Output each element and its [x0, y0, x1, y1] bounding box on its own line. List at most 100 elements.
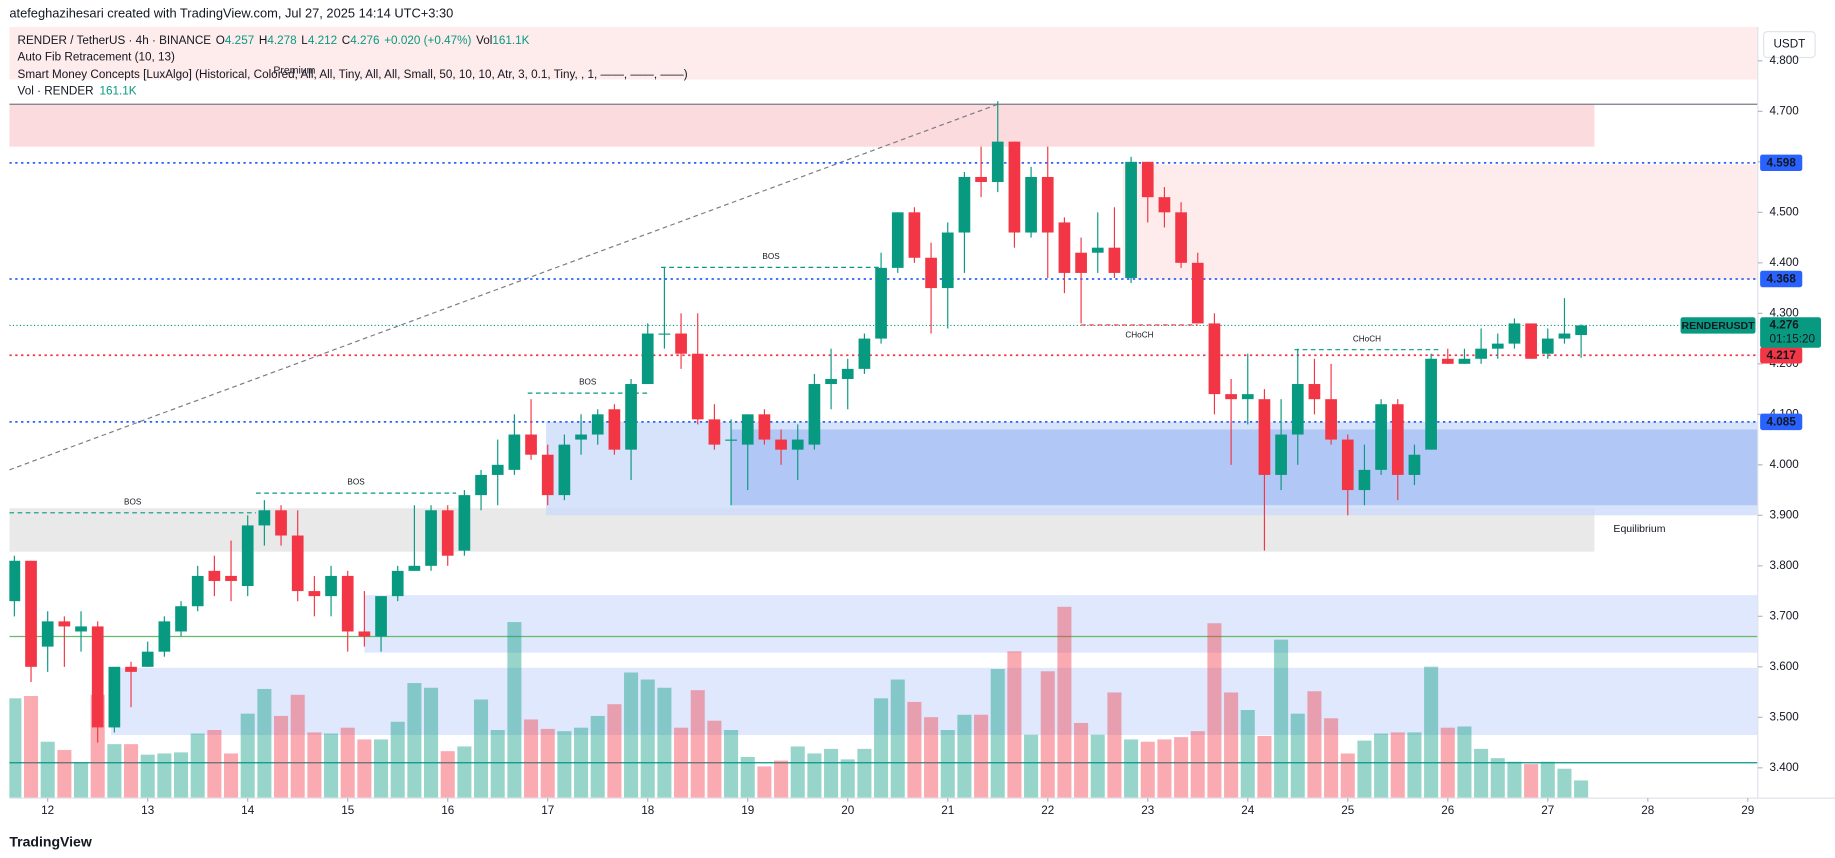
vol-indicator: Vol · RENDER: [18, 85, 94, 98]
current-price-badge: [1760, 317, 1821, 348]
volume-bar: [1374, 733, 1389, 799]
candle-body: [1408, 454, 1421, 475]
candle-body: [1391, 404, 1404, 475]
volume-bar: [357, 739, 372, 799]
volume-bar: [1224, 692, 1239, 799]
candle-body: [1341, 439, 1354, 491]
o-label: O: [216, 34, 225, 47]
candle-body: [1525, 323, 1537, 359]
volume-bar: [690, 690, 705, 799]
volume-legend[interactable]: Vol · RENDER 161.1K: [18, 85, 137, 98]
volume-bar: [157, 753, 172, 799]
volume-bar: [1174, 737, 1189, 799]
candle-body: [1308, 384, 1321, 400]
candle-body: [158, 621, 171, 652]
volume-bar: [1474, 748, 1489, 799]
volume-bar: [190, 733, 205, 799]
candle-body: [375, 596, 387, 637]
volume-bar: [890, 679, 905, 799]
candle-body: [925, 257, 937, 289]
indicator-legend[interactable]: Smart Money Concepts [LuxAlgo] (Historic…: [18, 68, 688, 81]
plot-area: Premium Equilibrium BOS BOS BOS BOS CHoCH CHoCH…: [9, 26, 1758, 799]
candle-body: [891, 212, 904, 268]
volume-bar: [707, 720, 722, 799]
level-badge: [1760, 270, 1803, 288]
volume-bar: [257, 688, 272, 799]
volume-bar: [807, 753, 822, 799]
candle-body: [858, 338, 871, 369]
candle-body: [1225, 394, 1237, 400]
candle-body: [291, 535, 304, 592]
volume-bar: [1207, 623, 1222, 799]
candle-body: [1458, 358, 1471, 364]
level-badge: [1760, 413, 1803, 431]
zone: [364, 595, 1758, 653]
volume-bar: [290, 694, 305, 799]
x-tick-label: 29: [1741, 804, 1754, 817]
volume-bar: [224, 753, 239, 799]
trendline: [9, 103, 998, 471]
volume-bar: [1340, 753, 1355, 799]
candle-body: [1275, 434, 1287, 475]
currency: USDT: [1773, 38, 1805, 51]
volume-bar: [1090, 734, 1105, 799]
vol-label: Vol: [476, 34, 492, 47]
candle-body: [475, 474, 487, 496]
volume-bar: [274, 715, 289, 799]
candle-body: [1158, 197, 1171, 213]
currency-box[interactable]: [1763, 31, 1816, 59]
volume-bar: [657, 687, 672, 799]
volume-bar: [1357, 740, 1372, 799]
x-tick-label: 26: [1441, 804, 1454, 817]
volume-bar: [490, 729, 505, 799]
volume-bar: [874, 698, 889, 799]
candle-body: [325, 575, 337, 597]
zone: [9, 104, 1595, 147]
structure-label: CHoCH: [1353, 334, 1381, 343]
candle-body: [308, 591, 321, 597]
candle-body: [225, 575, 237, 581]
o-value: 4.257: [225, 34, 254, 47]
candle-body: [1041, 176, 1054, 233]
candle-body: [1291, 384, 1304, 435]
volume-bar: [1440, 727, 1455, 799]
volume-bar: [440, 751, 455, 799]
y-tick-label: 4.300: [1769, 306, 1799, 319]
vol-value: 161.1K: [492, 34, 529, 47]
candle-body: [791, 439, 804, 450]
y-tick-label: 4.500: [1769, 205, 1799, 218]
x-tick-label: 17: [541, 804, 554, 817]
candle-body: [808, 384, 821, 445]
candle-body: [458, 495, 471, 551]
candle-body: [91, 626, 104, 728]
volume-bar: [790, 746, 805, 799]
volume-bar: [1074, 722, 1089, 799]
volume-bar: [1524, 764, 1539, 799]
volume-bar: [1490, 758, 1505, 799]
candle-body: [1358, 469, 1371, 491]
price-axis: USDT 3.400 3.500 3.600 3.700 3.800 3.900 4.000…: [1757, 26, 1835, 799]
structure-label: BOS: [347, 478, 365, 487]
volume-bar: [507, 622, 522, 799]
volume-bar: [957, 714, 972, 799]
x-tick-label: 21: [941, 804, 954, 817]
volume-bar: [1540, 761, 1555, 799]
candle-body: [1075, 252, 1087, 273]
logo[interactable]: TradingView: [9, 833, 91, 849]
indicator-legend[interactable]: Auto Fib Retracement (10, 13): [18, 51, 175, 64]
volume-bar: [1390, 732, 1405, 799]
y-tick-label: 4.400: [1769, 256, 1799, 269]
volume-bar: [390, 721, 405, 799]
candle-body: [558, 444, 571, 496]
candle-body: [491, 464, 504, 475]
x-tick-label: 23: [1141, 804, 1154, 817]
ohlc-legend: RENDER / TetherUS · 4h · BINANCE O4.257 H4…: [18, 34, 530, 47]
volume-bar: [374, 739, 389, 799]
current-price: 4.276: [1769, 319, 1799, 332]
volume-bar: [57, 749, 72, 799]
candle-body: [1125, 161, 1137, 278]
volume-bar: [1257, 735, 1272, 799]
volume-bar: [774, 760, 789, 799]
volume-bar: [757, 766, 772, 799]
